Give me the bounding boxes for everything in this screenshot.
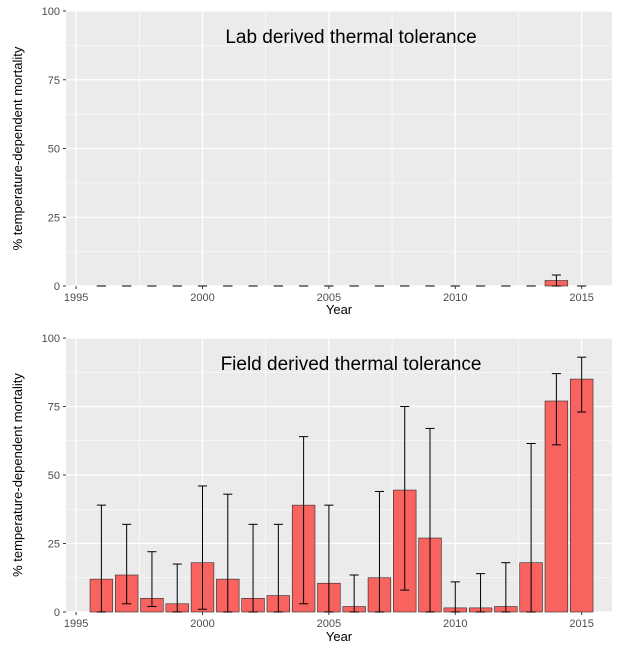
x-tick-label: 2005 [317,292,341,304]
x-tick-label: 2010 [443,292,467,304]
x-tick-label: 2000 [190,618,214,630]
x-tick-label: 2010 [443,618,467,630]
panel-title: Field derived thermal tolerance [221,354,482,375]
y-tick-label: 50 [48,470,60,482]
y-tick-label: 100 [42,6,60,18]
y-tick-label: 0 [54,281,60,293]
y-tick-label: 75 [48,402,60,414]
chart-panel-1: 0 25 50 75 100 1995 2000 2005 2010 2015 Year % temp… [10,6,612,317]
x-tick-label: 1995 [64,292,88,304]
x-tick-label: 2015 [569,292,593,304]
x-tick-label: 2005 [317,618,341,630]
x-tick-label: 2000 [190,292,214,304]
x-tick-label: 1995 [64,618,88,630]
y-tick-label: 25 [48,212,60,224]
chart-panel-2: 0 25 50 75 100 1995 2000 2005 2010 2015 Year % temp… [10,333,612,644]
x-tick-label: 2015 [569,618,593,630]
y-tick-label: 75 [48,75,60,87]
y-axis-title: % temperature-dependent mortality [10,373,25,577]
y-tick-label: 100 [42,333,60,345]
y-tick-label: 25 [48,539,60,551]
bar-2015 [569,378,594,613]
x-axis-title: Year [326,629,353,644]
y-tick-label: 0 [54,607,60,619]
y-tick-label: 50 [48,144,60,156]
y-axis-title: % temperature-dependent mortality [10,46,25,250]
panel-title: Lab derived thermal tolerance [225,27,476,48]
x-axis-title: Year [326,302,353,317]
